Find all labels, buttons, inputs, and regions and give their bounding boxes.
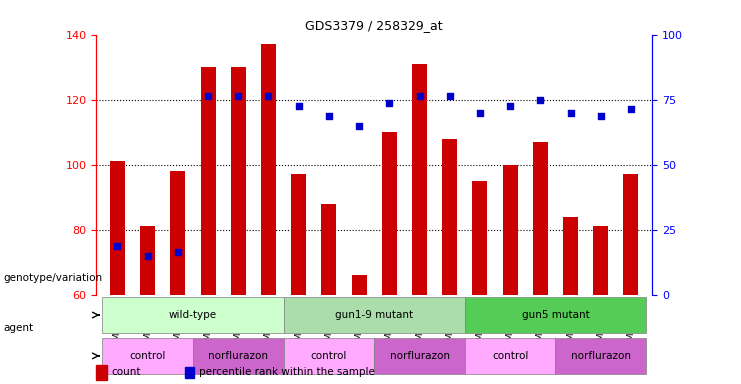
FancyBboxPatch shape	[465, 338, 556, 374]
Bar	[170, 171, 185, 384]
FancyBboxPatch shape	[102, 296, 284, 333]
Point	[353, 122, 365, 129]
Bar	[382, 132, 397, 384]
Point	[262, 93, 274, 99]
Bar	[412, 64, 427, 384]
Text: gun1-9 mutant: gun1-9 mutant	[335, 310, 413, 320]
Point	[474, 109, 486, 116]
Point	[233, 93, 245, 99]
Text: norflurazon: norflurazon	[390, 351, 450, 361]
Text: wild-type: wild-type	[169, 310, 217, 320]
Bar	[442, 139, 457, 384]
Text: gun5 mutant: gun5 mutant	[522, 310, 589, 320]
Point	[504, 103, 516, 109]
Point	[323, 113, 335, 119]
Bar	[472, 181, 488, 384]
Bar	[230, 67, 246, 384]
Text: norflurazon: norflurazon	[571, 351, 631, 361]
Text: genotype/variation: genotype/variation	[4, 273, 103, 283]
Bar	[140, 226, 155, 384]
Point	[112, 243, 124, 249]
Point	[383, 100, 395, 106]
Point	[595, 113, 607, 119]
Text: norflurazon: norflurazon	[208, 351, 268, 361]
Point	[534, 96, 546, 103]
Text: control: control	[310, 351, 347, 361]
FancyBboxPatch shape	[465, 296, 646, 333]
Text: control: control	[492, 351, 528, 361]
Point	[142, 253, 153, 259]
Point	[565, 109, 576, 116]
Bar	[594, 226, 608, 384]
Bar	[261, 44, 276, 384]
Text: percentile rank within the sample: percentile rank within the sample	[199, 367, 374, 377]
FancyBboxPatch shape	[374, 338, 465, 374]
Bar	[623, 174, 639, 384]
Bar	[533, 142, 548, 384]
FancyBboxPatch shape	[284, 296, 465, 333]
Bar	[351, 275, 367, 384]
Point	[625, 106, 637, 113]
Title: GDS3379 / 258329_at: GDS3379 / 258329_at	[305, 19, 443, 32]
Point	[444, 93, 456, 99]
FancyBboxPatch shape	[284, 338, 374, 374]
Text: control: control	[130, 351, 166, 361]
Text: count: count	[111, 367, 141, 377]
Bar	[502, 165, 518, 384]
Bar	[201, 67, 216, 384]
Point	[413, 93, 425, 99]
FancyBboxPatch shape	[102, 338, 193, 374]
Bar	[563, 217, 578, 384]
FancyBboxPatch shape	[193, 338, 284, 374]
Text: agent: agent	[4, 323, 34, 333]
FancyBboxPatch shape	[556, 338, 646, 374]
Bar	[322, 204, 336, 384]
Point	[293, 103, 305, 109]
Bar	[291, 174, 306, 384]
Point	[172, 249, 184, 255]
Point	[202, 93, 214, 99]
Bar	[110, 161, 125, 384]
